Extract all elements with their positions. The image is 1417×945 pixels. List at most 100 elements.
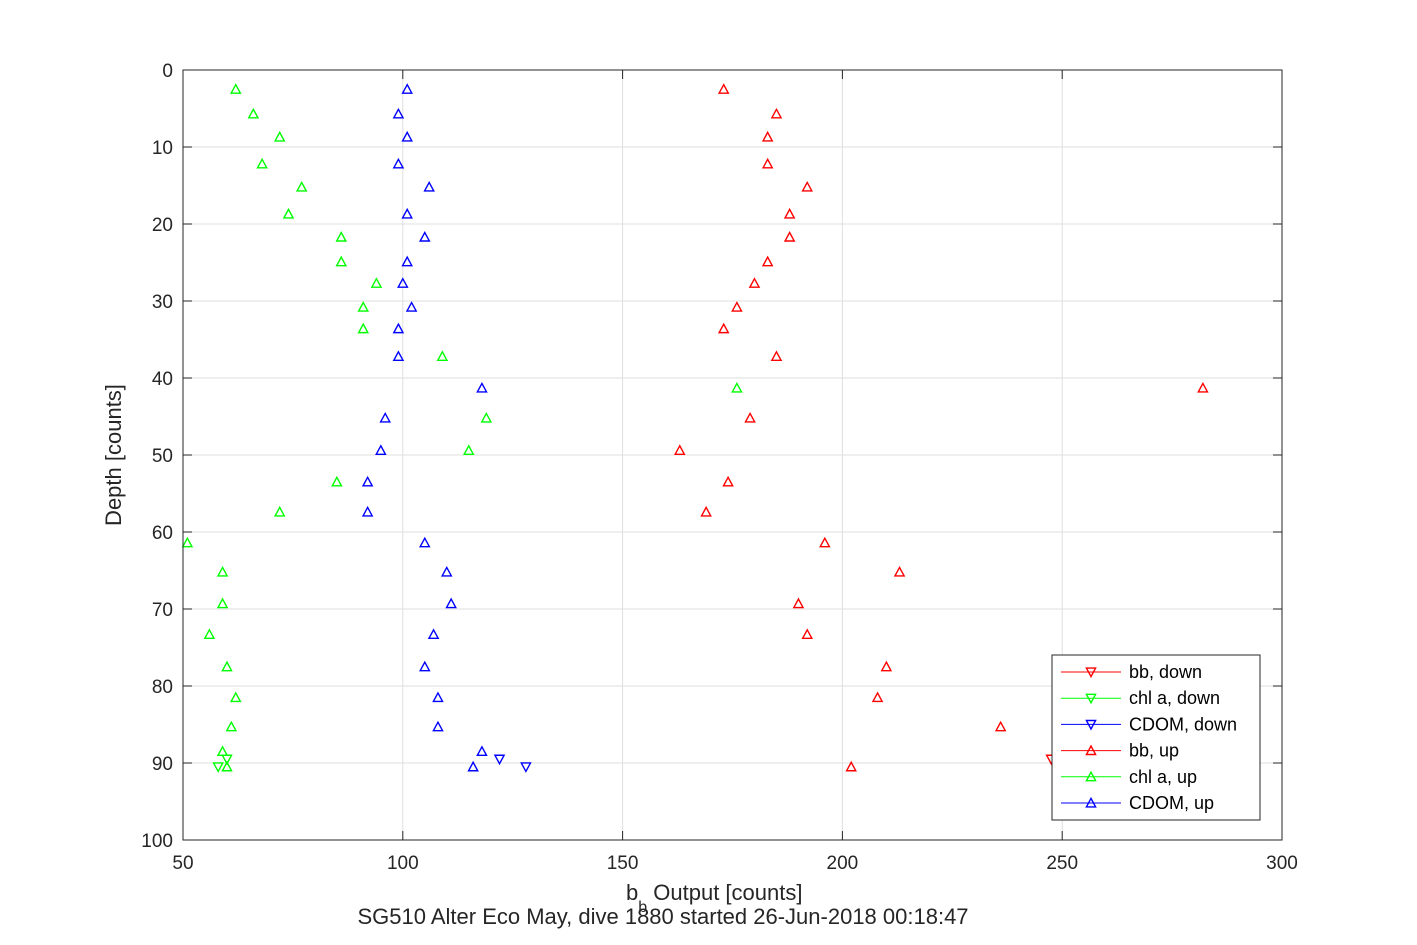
point-cdom-up xyxy=(440,565,453,577)
legend-label-chl-a-down: chl a, down xyxy=(1129,688,1220,708)
x-tick-label: 150 xyxy=(607,853,639,874)
point-cdom-up xyxy=(401,83,413,94)
chart-title: SG510 Alter Eco May, dive 1880 started 2… xyxy=(357,904,968,929)
point-cdom-up xyxy=(419,231,431,242)
x-tick-label: 200 xyxy=(827,853,859,874)
point-cdom-up xyxy=(445,597,457,609)
y-tick-label: 80 xyxy=(152,677,173,698)
point-chl-a-up xyxy=(295,180,308,192)
point-bb-up xyxy=(994,720,1007,732)
point-cdom-up xyxy=(476,745,488,757)
grid-lines xyxy=(182,69,1283,841)
y-tick-label: 60 xyxy=(152,523,173,544)
point-chl-a-up xyxy=(203,628,216,640)
point-bb-up xyxy=(722,475,734,487)
legend-marker-bb-up xyxy=(1085,744,1097,756)
y-tick-label: 10 xyxy=(152,138,173,159)
point-chl-a-up xyxy=(216,597,229,609)
point-cdom-up xyxy=(419,536,431,548)
x-axis-label-rest: Output [counts] xyxy=(647,880,802,905)
point-chl-a-up xyxy=(216,565,229,577)
point-chl-a-up xyxy=(335,255,348,267)
point-bb-up xyxy=(731,301,743,312)
point-bb-up xyxy=(783,231,796,242)
point-bb-up xyxy=(783,207,796,219)
point-chl-a-down xyxy=(212,762,224,773)
point-chl-a-up xyxy=(229,83,242,94)
point-chl-a-up xyxy=(282,207,295,219)
point-chl-a-up xyxy=(370,277,383,288)
x-tick-label: 300 xyxy=(1266,853,1298,874)
legend-label-bb-up: bb, up xyxy=(1129,741,1179,761)
point-cdom-up xyxy=(379,411,391,423)
y-tick-label: 100 xyxy=(141,831,173,852)
point-cdom-up xyxy=(361,505,374,517)
x-axis-ticks: 50 100 150 200 250 300 xyxy=(172,70,1298,874)
point-chl-a-up xyxy=(436,350,449,362)
x-axis-label-main: b xyxy=(626,880,638,905)
point-bb-up xyxy=(801,628,814,640)
point-cdom-up xyxy=(401,207,413,219)
y-tick-label: 70 xyxy=(152,600,173,621)
data-points xyxy=(181,83,1209,773)
point-bb-up xyxy=(717,83,730,94)
point-chl-a-up xyxy=(221,660,233,672)
point-chl-a-up xyxy=(273,130,286,142)
point-chl-a-up xyxy=(357,322,370,334)
point-cdom-up xyxy=(401,255,413,267)
point-bb-up xyxy=(801,180,814,192)
point-bb-up xyxy=(770,350,783,362)
point-bb-up xyxy=(819,536,831,548)
point-chl-a-up xyxy=(273,505,286,517)
y-tick-label: 0 xyxy=(162,61,173,82)
y-tick-label: 40 xyxy=(152,369,173,390)
point-bb-up xyxy=(761,130,774,142)
point-cdom-up xyxy=(419,660,431,672)
point-cdom-up xyxy=(432,720,444,732)
legend-marker-cdom-up xyxy=(1085,796,1097,808)
point-bb-up xyxy=(761,255,774,267)
point-bb-up xyxy=(845,760,857,772)
point-bb-up xyxy=(1197,381,1209,393)
point-cdom-up xyxy=(476,381,488,393)
point-chl-a-up xyxy=(221,760,233,772)
legend-marker-chl-a-down xyxy=(1085,693,1097,705)
point-bb-up xyxy=(748,277,761,288)
legend-label-cdom-down: CDOM, down xyxy=(1129,714,1237,734)
point-chl-a-up xyxy=(357,301,370,312)
legend-marker-cdom-down xyxy=(1085,719,1097,731)
point-cdom-down xyxy=(520,762,532,773)
y-tick-label: 30 xyxy=(152,292,173,313)
point-cdom-up xyxy=(405,301,418,312)
y-axis-label: Depth [counts] xyxy=(101,384,126,526)
point-chl-a-up xyxy=(181,536,194,548)
point-cdom-up xyxy=(392,157,405,169)
point-bb-up xyxy=(761,157,774,169)
point-bb-up xyxy=(871,691,884,703)
point-cdom-up xyxy=(427,628,440,640)
point-bb-up xyxy=(700,505,712,517)
x-axis-label: bb Output [counts] xyxy=(626,880,802,916)
y-tick-label: 90 xyxy=(152,754,173,775)
legend-label-cdom-up: CDOM, up xyxy=(1129,793,1214,813)
y-tick-label: 50 xyxy=(152,446,173,467)
point-chl-a-up xyxy=(216,745,229,757)
point-cdom-down xyxy=(493,754,506,766)
point-chl-a-up xyxy=(225,720,238,732)
point-bb-up xyxy=(673,444,686,455)
point-bb-up xyxy=(893,565,906,577)
x-tick-label: 50 xyxy=(172,853,193,874)
point-cdom-up xyxy=(401,130,413,142)
point-chl-a-up xyxy=(256,157,268,169)
legend-label-bb-down: bb, down xyxy=(1129,662,1202,682)
point-cdom-up xyxy=(392,350,405,362)
legend: bb, down chl a, down CDOM, down bb, up chl a… xyxy=(1051,654,1261,821)
point-chl-a-up xyxy=(229,691,242,703)
point-cdom-up xyxy=(361,475,374,487)
x-tick-label: 250 xyxy=(1046,853,1078,874)
point-chl-a-up xyxy=(480,411,493,423)
point-cdom-up xyxy=(392,322,405,334)
point-cdom-up xyxy=(423,180,435,192)
point-chl-a-up xyxy=(331,475,343,487)
